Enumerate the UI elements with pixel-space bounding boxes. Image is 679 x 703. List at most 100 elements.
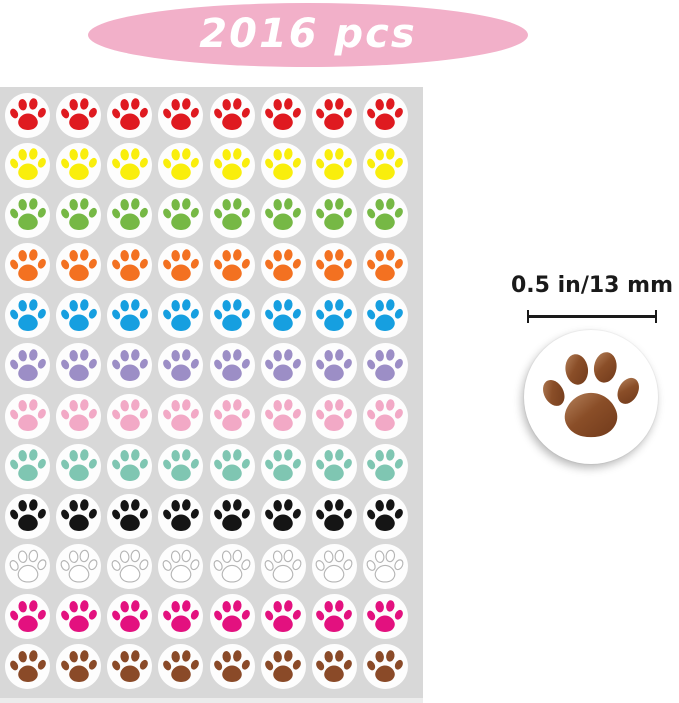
sticker-brown: [2, 642, 53, 692]
paw-icon: [162, 549, 200, 583]
sticker-green: [53, 190, 104, 240]
sticker-teal: [53, 441, 104, 491]
sticker-magenta: [207, 592, 258, 642]
paw-icon: [111, 148, 148, 181]
sticker-circle: [311, 142, 357, 188]
sticker-circle: [260, 92, 306, 138]
sticker-circle: [107, 493, 153, 539]
sticker-yellow: [309, 140, 360, 190]
paw-icon: [265, 349, 302, 381]
sticker-green: [309, 190, 360, 240]
sticker-red: [53, 90, 104, 140]
sticker-magenta: [53, 592, 104, 642]
sticker-sheet: [0, 87, 423, 698]
sticker-pink: [155, 391, 206, 441]
sticker-circle: [311, 594, 357, 640]
sticker-red: [2, 90, 53, 140]
sticker-magenta: [258, 592, 309, 642]
sticker-circle: [107, 544, 153, 590]
sticker-blue: [53, 291, 104, 341]
paw-icon: [367, 650, 404, 682]
paw-icon: [163, 499, 199, 532]
paw-icon: [111, 248, 148, 281]
sticker-circle: [362, 443, 408, 489]
sticker-black: [155, 491, 206, 541]
sticker-blue: [360, 291, 411, 341]
sticker-brown: [309, 642, 360, 692]
sticker-circle: [5, 92, 51, 138]
sticker-teal: [309, 441, 360, 491]
paw-icon: [9, 650, 46, 682]
sticker-black: [104, 491, 155, 541]
sticker-circle: [107, 644, 153, 690]
paw-icon: [9, 349, 46, 381]
sticker-blue: [2, 291, 53, 341]
paw-icon: [214, 399, 250, 432]
sticker-white: [104, 542, 155, 592]
sticker-circle: [362, 142, 408, 188]
sticker-circle: [56, 393, 102, 439]
sticker-circle: [209, 594, 255, 640]
paw-icon: [163, 399, 199, 432]
paw-icon: [316, 98, 353, 131]
paw-icon: [9, 299, 46, 331]
paw-icon: [367, 499, 404, 532]
sticker-circle: [5, 644, 51, 690]
sticker-red: [155, 90, 206, 140]
sticker-orange: [258, 241, 309, 291]
sticker-blue: [104, 291, 155, 341]
sticker-red: [309, 90, 360, 140]
sticker-circle: [158, 493, 204, 539]
sticker-white: [2, 542, 53, 592]
sticker-circle: [158, 92, 204, 138]
paw-icon: [163, 98, 199, 131]
sticker-circle: [158, 142, 204, 188]
paw-icon: [111, 98, 148, 131]
paw-icon: [367, 98, 404, 131]
paw-icon: [265, 449, 302, 482]
paw-icon: [9, 499, 46, 532]
sticker-circle: [5, 142, 51, 188]
paw-icon: [9, 148, 46, 181]
sticker-circle: [209, 393, 255, 439]
paw-icon: [264, 549, 302, 583]
paw-icon: [265, 600, 302, 632]
sticker-pink: [258, 391, 309, 441]
sticker-purple: [309, 341, 360, 391]
paw-icon: [316, 349, 353, 381]
sticker-orange: [2, 241, 53, 291]
sticker-green: [155, 190, 206, 240]
sticker-circle: [107, 393, 153, 439]
sticker-circle: [158, 243, 204, 289]
paw-icon: [163, 449, 199, 482]
sticker-circle: [209, 243, 255, 289]
sticker-circle: [260, 594, 306, 640]
count-badge: 2016 pcs: [88, 3, 528, 67]
paw-icon: [163, 299, 199, 331]
sticker-circle: [56, 493, 102, 539]
paw-icon: [367, 399, 404, 432]
paw-icon: [163, 600, 199, 632]
sticker-orange: [155, 241, 206, 291]
sticker-red: [104, 90, 155, 140]
paw-icon: [214, 499, 250, 532]
sticker-yellow: [104, 140, 155, 190]
sticker-circle: [260, 644, 306, 690]
paw-icon: [9, 248, 46, 281]
paw-icon: [60, 148, 97, 181]
paw-icon: [265, 650, 302, 682]
paw-icon: [163, 248, 199, 281]
sticker-green: [104, 190, 155, 240]
sticker-circle: [56, 594, 102, 640]
sticker-circle: [311, 493, 357, 539]
sticker-circle: [362, 493, 408, 539]
sticker-circle: [107, 142, 153, 188]
paw-icon: [316, 449, 353, 482]
sticker-circle: [209, 443, 255, 489]
sticker-teal: [104, 441, 155, 491]
paw-icon: [316, 399, 353, 432]
paw-icon: [265, 98, 302, 131]
paw-icon: [367, 549, 404, 583]
paw-icon: [111, 650, 148, 682]
sticker-purple: [155, 341, 206, 391]
